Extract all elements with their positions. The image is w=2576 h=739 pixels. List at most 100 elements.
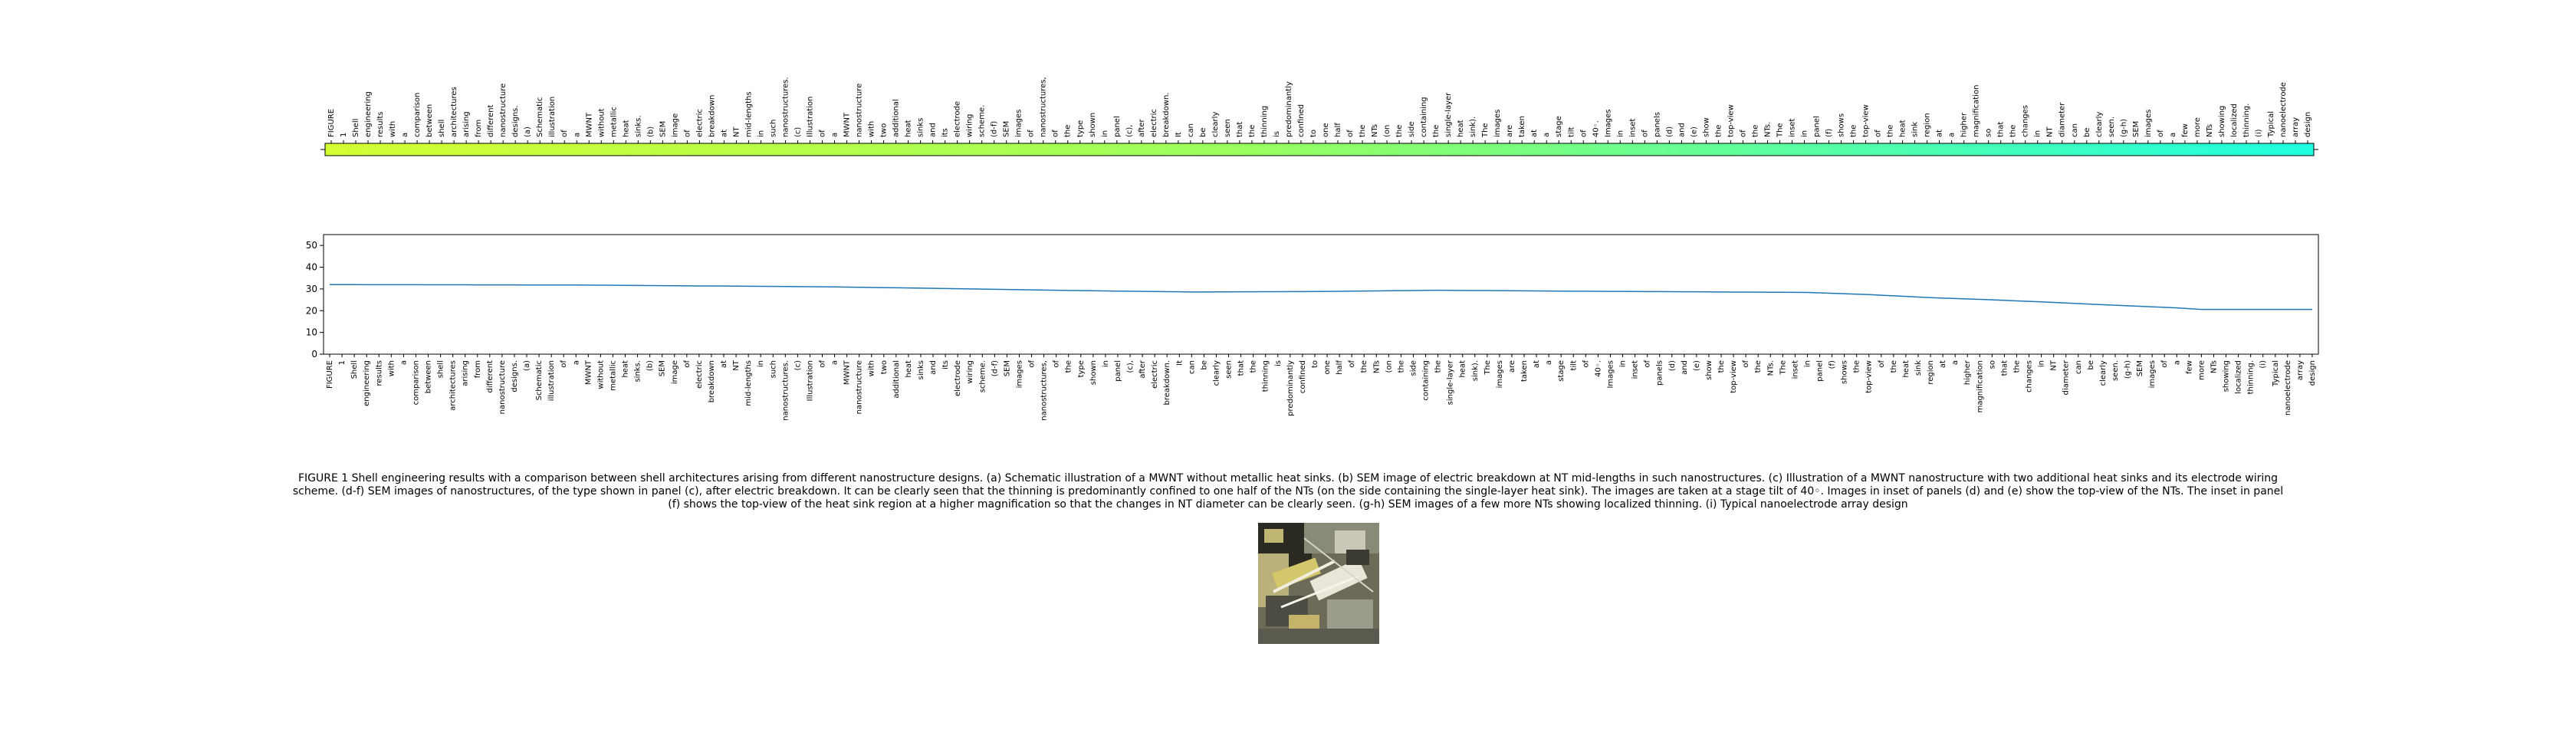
heatmap-tick-label: MWNT — [585, 112, 593, 137]
heatmap-tick-label: (b) — [646, 126, 655, 137]
x-tick-label: clearly — [1212, 360, 1221, 386]
x-tick-label: sinks — [917, 360, 925, 379]
heatmap-tick-label: a — [573, 133, 581, 137]
x-tick-label: is — [1274, 360, 1283, 366]
x-tick-label: to — [1311, 360, 1319, 368]
heatmap-tick-label: taken — [1518, 116, 1526, 137]
x-tick-label: of — [1644, 360, 1652, 368]
heatmap-tick-label: the — [1751, 125, 1760, 137]
heatmap-tick-label: MWNT — [843, 112, 852, 137]
heatmap-tick-label: without — [597, 108, 606, 137]
heatmap-tick-label: the — [1714, 125, 1723, 137]
heatmap-tick-label: The — [1481, 123, 1490, 138]
y-tick-label: 10 — [306, 327, 317, 338]
heatmap-tick-label: containing — [1420, 97, 1428, 137]
x-tick-label: between — [425, 360, 433, 393]
heatmap-tick-label: additional — [892, 99, 901, 137]
x-tick-label: sinks. — [634, 360, 642, 383]
x-tick-label: type — [1077, 360, 1086, 377]
x-tick-label: electric — [695, 360, 704, 389]
x-tick-label: shown — [1089, 360, 1098, 385]
heatmap-tick-label: scheme. — [978, 105, 987, 137]
x-tick-label: of — [560, 360, 568, 368]
x-tick-label: panels — [1656, 360, 1664, 386]
nanoelectrode-array-photo — [1258, 523, 1379, 644]
heatmap-tick-label: nanostructures, — [1040, 77, 1048, 137]
x-tick-label: inset — [1791, 360, 1799, 379]
x-tick-label: scheme. — [978, 360, 987, 392]
heatmap-tick-label: after — [1138, 118, 1146, 137]
x-tick-label: (d-f) — [991, 360, 999, 376]
heatmap-tick-label: nanostructure — [856, 84, 864, 137]
heatmap-panel: FIGURE 1 Shell engineering results with a compa… — [320, 77, 2318, 156]
heatmap-tick-label: heat — [1899, 120, 1907, 137]
x-tick-label: electric — [1151, 360, 1159, 389]
heatmap-tick-label: architectures — [450, 87, 458, 137]
heatmap-tick-label: Schematic — [536, 97, 544, 137]
plot-frame — [323, 234, 2319, 355]
heatmap-tick-label: its — [941, 128, 950, 137]
heatmap-tick-label: at — [1936, 130, 1944, 137]
heatmap-tick-label: results — [376, 111, 385, 137]
heatmap-tick-label: stage — [1555, 116, 1563, 137]
x-tick-label: in — [2038, 360, 2046, 367]
heatmap-tick-label: more — [2193, 117, 2202, 137]
x-tick-label: taken — [1520, 360, 1529, 382]
heatmap-tick-label: The — [1776, 123, 1784, 138]
x-tick-label: two — [880, 360, 889, 374]
x-tick-label: containing — [1422, 360, 1431, 401]
heatmap-tick-label: and — [929, 123, 938, 137]
x-tick-label: the — [1360, 360, 1368, 373]
x-tick-label: in — [1102, 360, 1110, 367]
heatmap-tick-label: showing — [2218, 106, 2226, 137]
heatmap-tick-label: design — [2304, 112, 2312, 137]
heatmap-tick-label: NTs. — [1763, 122, 1772, 137]
x-tick-label: from — [474, 360, 482, 378]
x-tick-label: one — [1323, 360, 1332, 375]
heatmap-tick-label: images — [1493, 110, 1502, 137]
heatmap-tick-label: FIGURE — [327, 109, 336, 137]
heatmap-tick-label: (f) — [1825, 129, 1834, 137]
x-tick-label: of — [1053, 360, 1061, 368]
x-tick-label: seen. — [2111, 360, 2120, 381]
x-tick-label: FIGURE — [326, 360, 334, 389]
heatmap-tick-label: a — [2169, 133, 2177, 137]
x-tick-label: clearly — [2099, 360, 2108, 386]
heatmap-tick-label: two — [880, 123, 889, 137]
x-tick-label: images — [1496, 360, 1504, 388]
heatmap-tick-label: of — [1739, 130, 1747, 137]
heatmap-tick-label: the — [1395, 125, 1404, 137]
x-tick-label: higher — [1963, 360, 1972, 385]
x-tick-label: the — [1717, 360, 1726, 373]
x-tick-label: heat — [1459, 360, 1467, 378]
x-tick-label: tilt — [1569, 360, 1578, 370]
heatmap-tick-label: clearly — [1211, 112, 1220, 137]
heatmap-tick-label: changes — [2022, 105, 2030, 137]
x-tick-label: different — [486, 360, 495, 393]
heatmap-tick-label: one — [1322, 123, 1330, 137]
x-tick-label: that — [2000, 360, 2009, 376]
heatmap-tick-label: in — [2034, 130, 2042, 137]
heatmap-tick-label: Images — [1604, 109, 1612, 137]
x-tick-label: magnification — [1976, 360, 1984, 412]
x-tick-label: and — [929, 360, 938, 375]
y-tick-label: 30 — [306, 284, 317, 294]
x-tick-label: Schematic — [535, 360, 544, 400]
heatmap-tick-label: the — [1432, 125, 1441, 137]
x-tick-label: its — [941, 360, 950, 370]
x-tick-label: without — [596, 360, 605, 389]
x-tick-label: and — [1681, 360, 1689, 375]
x-tick-label: Illustration — [806, 360, 814, 401]
x-tick-label: shell — [437, 360, 445, 378]
heatmap-tick-label: shown — [1089, 113, 1097, 137]
heatmap-tick-label: magnification — [1973, 85, 1981, 137]
heatmap-tick-label: a — [1948, 133, 1957, 137]
heatmap-tick-label: (e) — [1690, 126, 1698, 137]
x-tick-label: at — [1939, 360, 1947, 368]
x-tick-label: (c), — [1126, 360, 1135, 373]
x-tick-label: electrode — [954, 360, 962, 396]
x-tick-label: localized — [2235, 360, 2243, 394]
x-tick-label: panel — [1816, 360, 1825, 382]
heatmap-tick-label: different — [487, 104, 495, 137]
x-tick-label: MWNT — [843, 360, 852, 385]
